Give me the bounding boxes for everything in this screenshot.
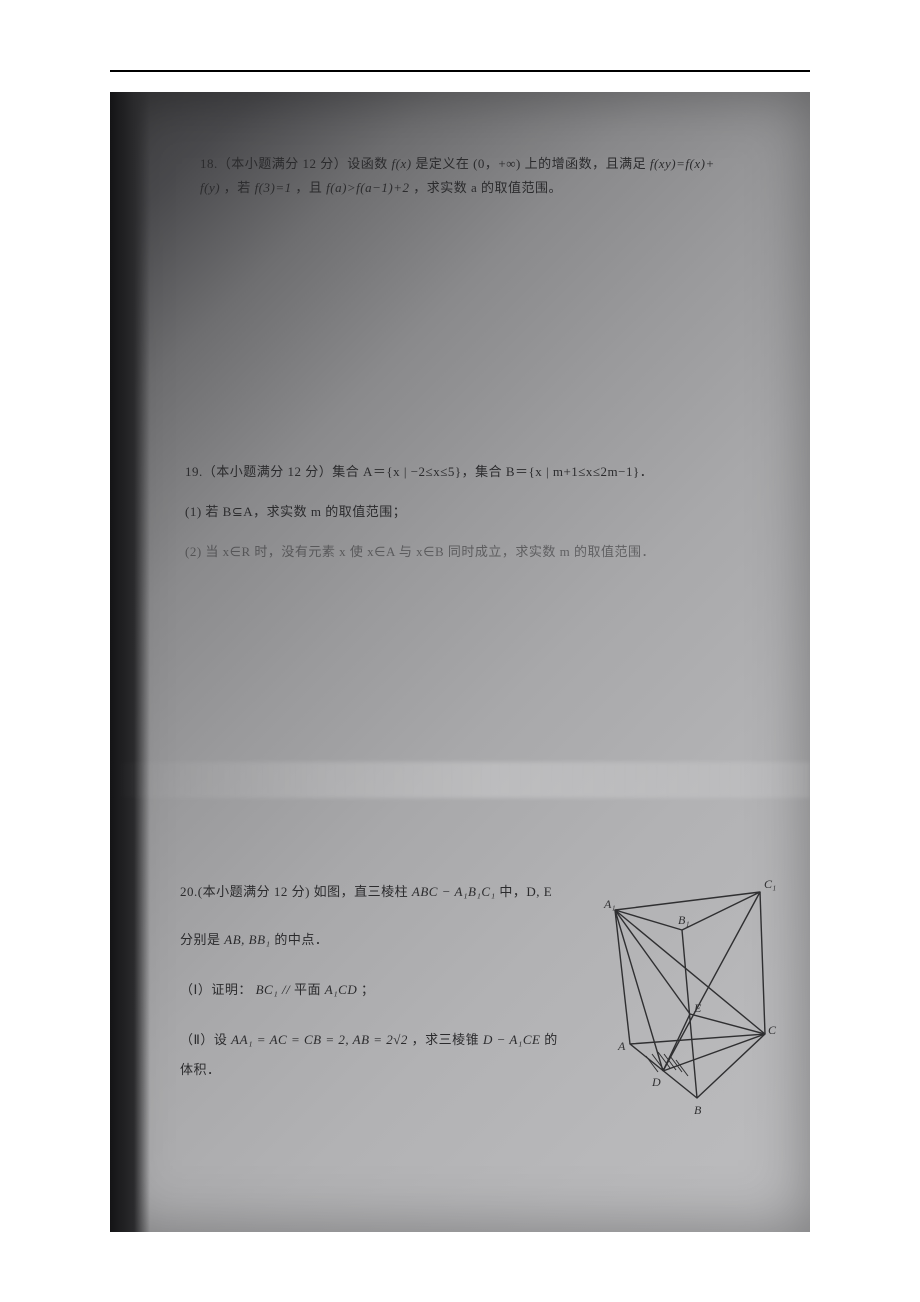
q20-line3-c: 平面 — [294, 982, 325, 997]
q18-line1-d: f(xy)=f(x)+ — [650, 156, 715, 171]
prism-figure: A₁ B₁ C₁ A B C D E — [600, 872, 780, 1122]
q18-line2-a: f(y) — [200, 180, 220, 195]
q18-line1-a: 18.（本小题满分 12 分）设函数 — [200, 156, 392, 171]
exam-page-photo: 18.（本小题满分 12 分）设函数 f(x) 是定义在 (0，+∞) 上的增函… — [110, 92, 810, 1232]
q20-line2: 分别是 AB, BB₁ 的中点． — [180, 930, 328, 951]
page: 18.（本小题满分 12 分）设函数 f(x) 是定义在 (0，+∞) 上的增函… — [0, 70, 920, 1232]
q20-line4-d: D − A₁CE — [483, 1032, 541, 1047]
q19-line2: (1) 若 B⊆A，求实数 m 的取值范围； — [185, 502, 406, 523]
q18-line2-b: ，若 — [224, 180, 255, 195]
q20-line1-b: ABC − A₁B₁C₁ — [412, 884, 496, 899]
q20-line2-b: AB, BB₁ — [224, 932, 270, 947]
q20-line3-a: （Ⅰ）证明： — [180, 982, 252, 997]
q20-line5: 体积． — [180, 1060, 221, 1081]
q18-line2-d: ，且 — [295, 180, 326, 195]
label-C: C — [768, 1023, 777, 1037]
q20-line3-e: ； — [361, 982, 375, 997]
q19-line1: 19.（本小题满分 12 分）集合 A＝{x | −2≤x≤5}，集合 B＝{x… — [185, 462, 653, 483]
q19-line3-text: (2) 当 x∈R 时，没有元素 x 使 x∈A 与 x∈B 同时成立，求实数 … — [185, 544, 655, 559]
q20-line4: （Ⅱ）设 AA₁ = AC = CB = 2, AB = 2√2 ，求三棱锥 D… — [180, 1030, 558, 1051]
q19-line3: (2) 当 x∈R 时，没有元素 x 使 x∈A 与 x∈B 同时成立，求实数 … — [185, 542, 655, 563]
top-rule — [110, 70, 810, 72]
label-C1: C₁ — [764, 877, 776, 891]
prism-svg: A₁ B₁ C₁ A B C D E — [600, 872, 780, 1122]
q20-line3: （Ⅰ）证明： BC₁ // 平面 A₁CD ； — [180, 980, 375, 1001]
q20-line5-text: 体积． — [180, 1062, 221, 1077]
q20-line3-d: A₁CD — [325, 982, 358, 997]
glare-band — [110, 762, 810, 798]
q20-line1: 20.(本小题满分 12 分) 如图，直三棱柱 ABC − A₁B₁C₁ 中，D… — [180, 882, 552, 903]
q18-line1-c: 是定义在 (0，+∞) 上的增函数，且满足 — [415, 156, 650, 171]
q18-line2-f: ，求实数 a 的取值范围。 — [413, 180, 562, 195]
q20-line4-a: （Ⅱ）设 — [180, 1032, 231, 1047]
label-A1: A₁ — [603, 897, 616, 911]
book-spine-shadow — [110, 92, 150, 1232]
label-D: D — [651, 1075, 661, 1089]
q20-line1-c: 中，D, E — [499, 884, 552, 899]
q20-line2-c: 的中点． — [274, 932, 328, 947]
label-B: B — [694, 1103, 702, 1117]
q18-line1: 18.（本小题满分 12 分）设函数 f(x) 是定义在 (0，+∞) 上的增函… — [200, 154, 715, 175]
q20-line4-e: 的 — [544, 1032, 558, 1047]
q20-line4-c: ，求三棱锥 — [412, 1032, 483, 1047]
q20-line2-a: 分别是 — [180, 932, 224, 947]
q18-line2-c: f(3)=1 — [255, 180, 292, 195]
q19-line1-text: 19.（本小题满分 12 分）集合 A＝{x | −2≤x≤5}，集合 B＝{x… — [185, 464, 653, 479]
q20-line1-a: 20.(本小题满分 12 分) 如图，直三棱柱 — [180, 884, 412, 899]
q18-line2: f(y) ，若 f(3)=1 ，且 f(a)>f(a−1)+2 ，求实数 a 的… — [200, 178, 562, 199]
q20-line4-b: AA₁ = AC = CB = 2, AB = 2√2 — [231, 1032, 408, 1047]
label-B1: B₁ — [678, 913, 690, 927]
q20-line3-b: BC₁ // — [256, 982, 294, 997]
label-A: A — [617, 1039, 626, 1053]
q18-line2-e: f(a)>f(a−1)+2 — [326, 180, 409, 195]
q18-line1-b: f(x) — [392, 156, 412, 171]
q19-line2-text: (1) 若 B⊆A，求实数 m 的取值范围； — [185, 504, 406, 519]
label-E: E — [693, 1001, 702, 1015]
